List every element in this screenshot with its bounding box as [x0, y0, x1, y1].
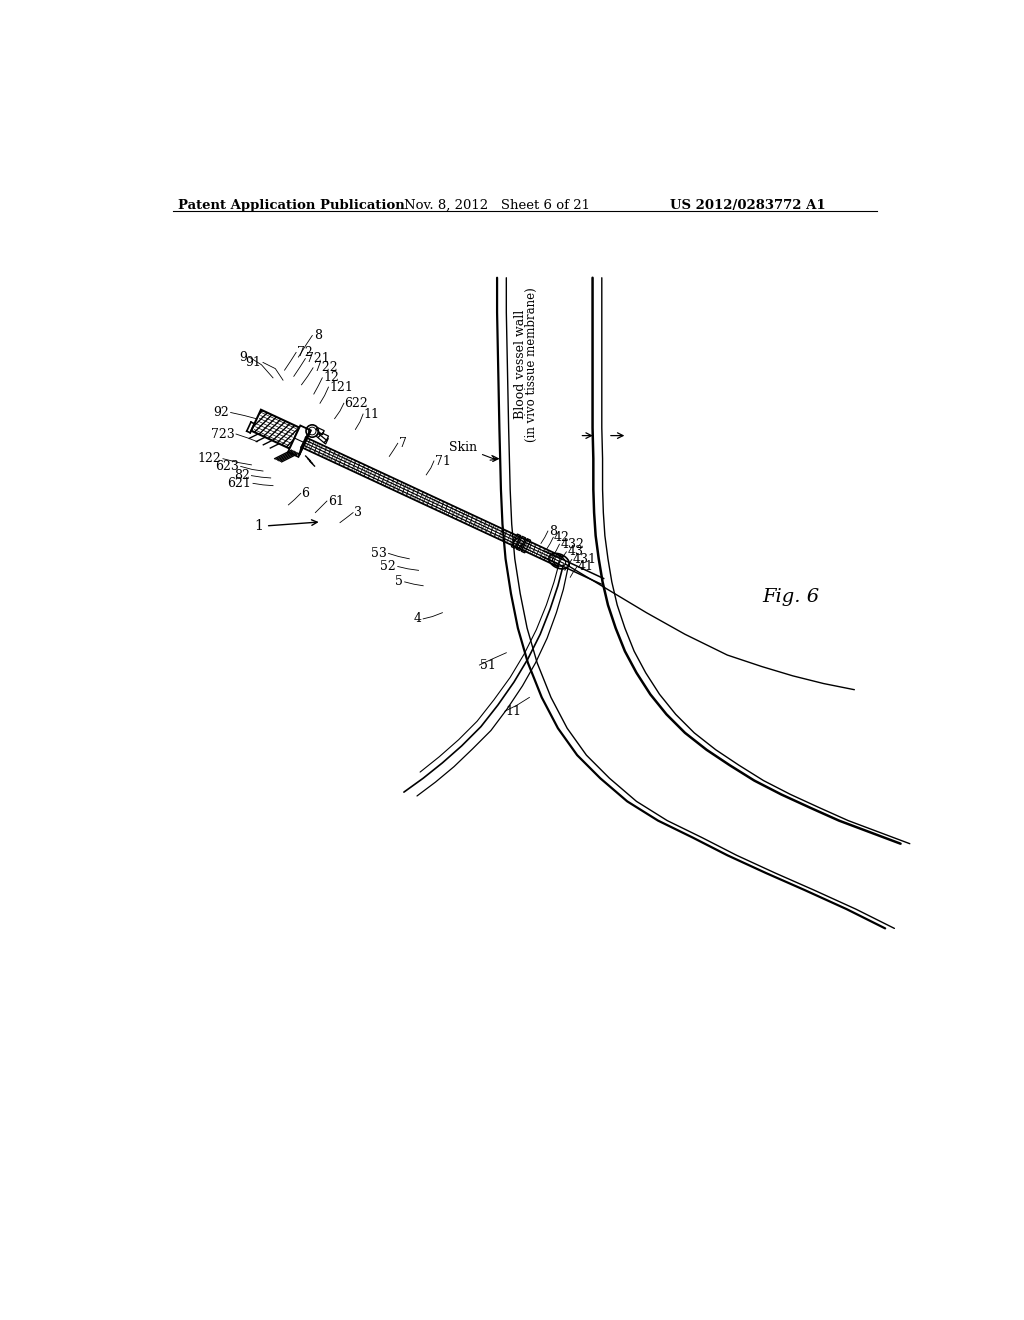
Text: 53: 53 [371, 546, 387, 560]
Text: 721: 721 [306, 352, 330, 366]
Polygon shape [316, 433, 329, 444]
Polygon shape [316, 428, 325, 434]
Text: 121: 121 [330, 380, 353, 393]
Text: 91: 91 [246, 356, 261, 370]
Text: 722: 722 [313, 362, 338, 375]
Text: Fig. 6: Fig. 6 [762, 589, 819, 606]
Text: 12: 12 [323, 371, 339, 384]
Text: 61: 61 [329, 495, 344, 508]
Text: 71: 71 [435, 454, 451, 467]
Text: 41: 41 [578, 560, 594, 573]
Text: 42: 42 [554, 531, 570, 544]
Text: 52: 52 [381, 560, 396, 573]
Text: 7: 7 [398, 437, 407, 450]
Text: Skin: Skin [449, 441, 496, 461]
Text: 51: 51 [480, 659, 496, 672]
Polygon shape [251, 409, 299, 449]
Text: 8: 8 [313, 329, 322, 342]
Text: 43: 43 [567, 545, 583, 558]
Text: 11: 11 [364, 408, 380, 421]
Polygon shape [516, 536, 525, 550]
Text: 3: 3 [354, 506, 361, 519]
Text: 9: 9 [240, 351, 248, 363]
Polygon shape [288, 425, 311, 457]
Polygon shape [521, 539, 530, 553]
Text: Nov. 8, 2012   Sheet 6 of 21: Nov. 8, 2012 Sheet 6 of 21 [403, 199, 590, 213]
Text: (in vivo tissue membrane): (in vivo tissue membrane) [524, 288, 538, 442]
Text: 122: 122 [198, 453, 221, 465]
Text: 622: 622 [345, 397, 369, 409]
Text: 431: 431 [572, 553, 597, 566]
Text: 5: 5 [395, 576, 403, 589]
Text: 623: 623 [215, 459, 240, 473]
Text: 82: 82 [234, 469, 250, 482]
Polygon shape [319, 432, 329, 441]
Polygon shape [299, 430, 311, 455]
Text: Blood vessel wall: Blood vessel wall [514, 310, 527, 420]
Text: Patent Application Publication: Patent Application Publication [178, 199, 406, 213]
Text: 1: 1 [254, 520, 317, 533]
Text: 432: 432 [560, 537, 584, 550]
Text: 8: 8 [549, 524, 557, 537]
Polygon shape [511, 535, 521, 548]
Text: 72: 72 [297, 346, 312, 359]
Text: 621: 621 [227, 477, 252, 490]
Text: 92: 92 [213, 407, 229, 418]
Text: 4: 4 [414, 612, 422, 626]
Text: 723: 723 [211, 428, 234, 441]
Text: 11: 11 [506, 705, 521, 718]
Text: US 2012/0283772 A1: US 2012/0283772 A1 [670, 199, 825, 213]
Text: 6: 6 [301, 487, 309, 500]
